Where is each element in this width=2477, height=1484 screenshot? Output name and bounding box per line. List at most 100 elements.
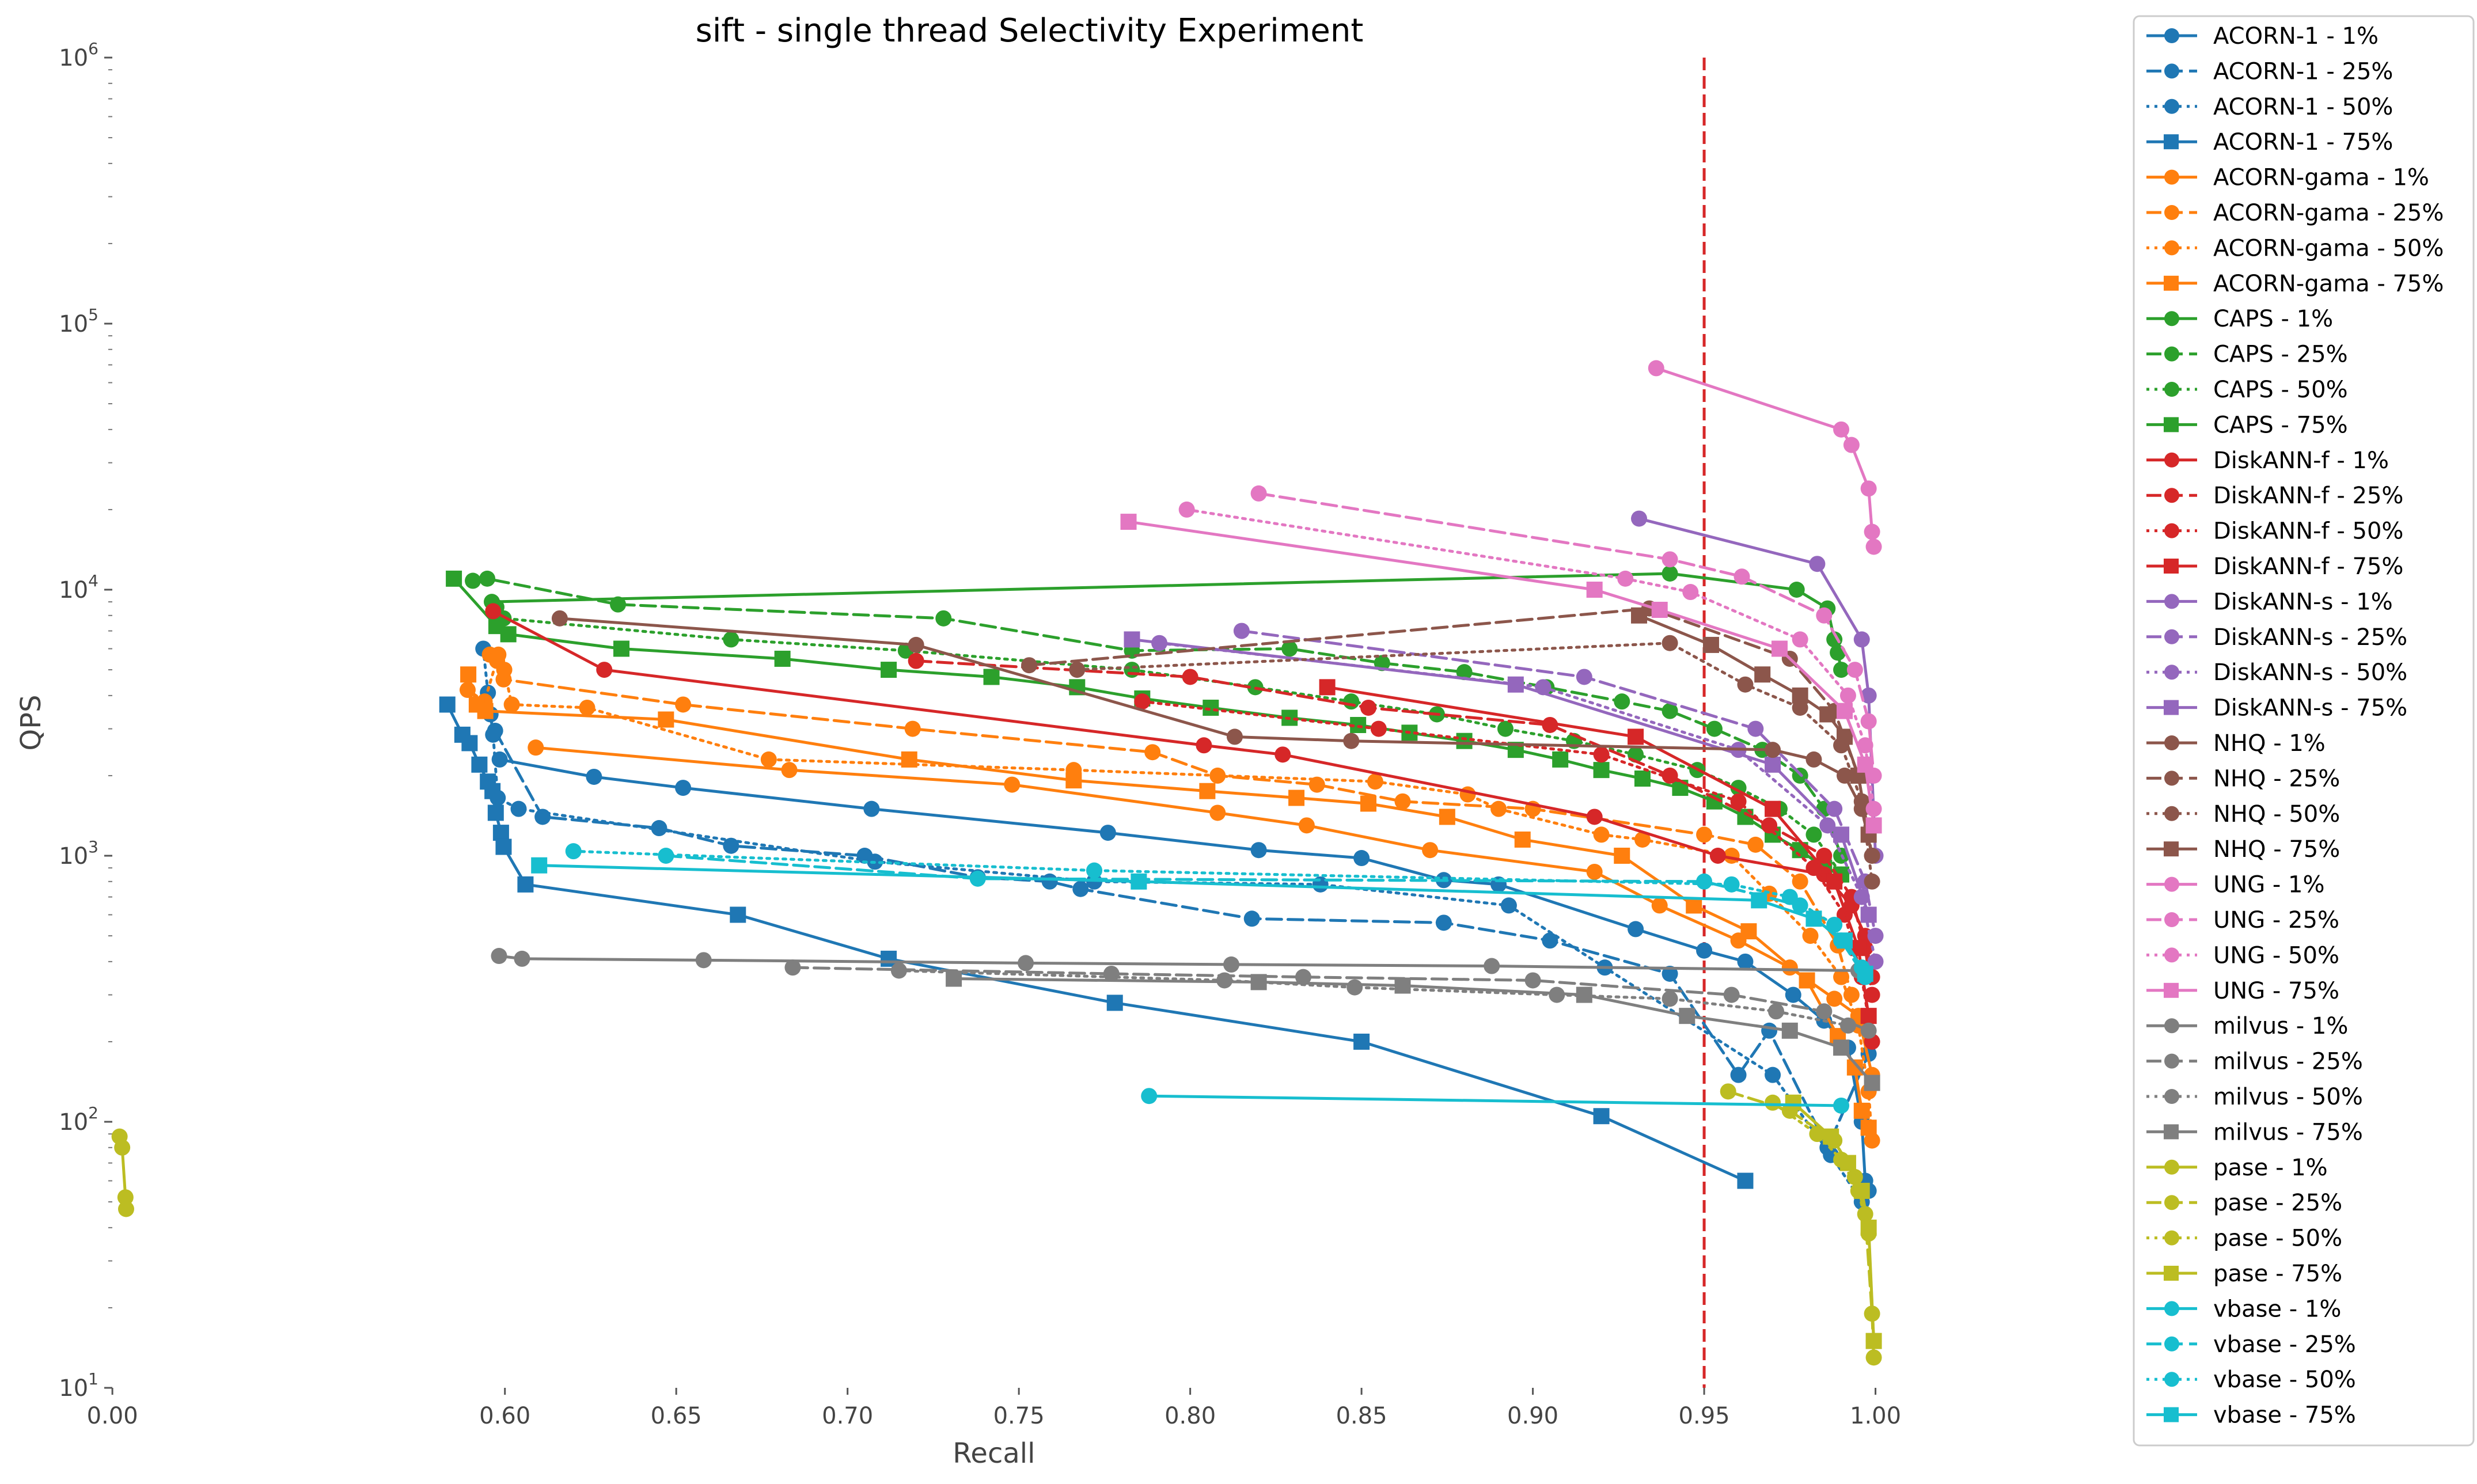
data-point [1319,679,1336,696]
data-point [471,756,488,773]
legend-label: ACORN-gama - 25% [2213,200,2444,226]
legend-item: DiskANN-s - 50% [2146,659,2407,686]
data-point [117,1201,134,1217]
data-point [1833,1039,1850,1056]
legend-item: ACORN-gama - 1% [2146,165,2429,191]
data-point [908,652,924,669]
data-point [1682,584,1699,601]
data-point [1662,990,1678,1007]
legend-marker [2164,700,2179,715]
data-point [1648,360,1664,377]
data-point [586,768,602,785]
data-point [1853,1182,1870,1199]
series-line [1147,1094,1843,1107]
legend-item: ACORN-1 - 25% [2146,58,2393,85]
series-acorn-gama-25 [481,646,1860,1003]
data-point [1353,1033,1370,1050]
data-point [1106,995,1123,1011]
data-point [1823,1128,1839,1145]
legend-label: UNG - 1% [2213,872,2325,898]
data-point [723,631,739,648]
series-acorn-1-75 [439,696,1754,1189]
data-point [1209,804,1226,821]
legend-item: UNG - 50% [2146,942,2339,969]
data-point [579,699,595,716]
legend-label: ACORN-1 - 50% [2213,94,2393,120]
data-point [723,837,739,854]
legend-item: CAPS - 25% [2146,341,2348,368]
legend-marker [2164,735,2179,750]
data-point [551,610,568,627]
data-point [1484,958,1500,974]
legend-label: DiskANN-f - 75% [2213,553,2403,580]
data-point [1651,601,1668,618]
data-point [1662,965,1678,982]
data-point [1819,706,1836,723]
legend-label: milvus - 25% [2213,1049,2363,1075]
data-point [1514,831,1531,848]
data-point [1497,720,1513,737]
legend-marker [2164,1266,2179,1281]
legend-item: pase - 1% [2146,1155,2328,1181]
legend-marker [2164,63,2179,79]
data-point [1860,687,1877,704]
series-nhq-75 [1631,607,1877,843]
data-point [1500,897,1517,914]
data-point [1134,693,1151,710]
legend-marker [2164,523,2179,538]
y-tick-label: 103 [59,837,98,870]
data-point [1737,676,1754,693]
data-point [1069,662,1086,678]
series-ung-75 [1120,514,1882,834]
legend-marker [2164,1301,2179,1316]
data-point [1131,873,1147,890]
data-point [1634,831,1651,848]
legend-label: DiskANN-f - 50% [2213,518,2403,545]
axes: 0.00 0.60 0.65 0.70 0.75 0.80 0.85 0.90 0.95 1.00… [59,39,1901,1429]
data-point [1833,1097,1850,1114]
data-point [1733,568,1750,585]
legend-item: vbase - 75% [2146,1402,2356,1429]
data-point [1353,850,1370,867]
data-point [675,780,692,796]
data-point [1860,1008,1877,1024]
data-point [117,1189,134,1206]
legend-label: DiskANN-s - 1% [2213,589,2393,615]
legend-label: ACORN-gama - 1% [2213,165,2429,191]
data-point [1250,485,1267,502]
data-point [1765,1094,1781,1111]
legend-marker [2164,806,2179,821]
data-point [1614,848,1630,864]
data-point [1761,817,1778,834]
legend-frame [2133,15,2475,1447]
data-point [1250,842,1267,859]
data-point [1843,437,1860,453]
data-point [1696,873,1713,890]
legend-item: NHQ - 25% [2146,765,2340,792]
data-point [658,711,674,728]
data-point [1826,873,1843,890]
data-point [1490,800,1507,817]
data-point [1524,972,1541,989]
data-point [1846,662,1863,678]
legend-item: vbase - 50% [2146,1367,2356,1393]
legend-item: UNG - 25% [2146,907,2339,933]
x-tick-label: 0.80 [1164,1403,1216,1429]
legend-marker [2164,205,2179,220]
data-point [1865,538,1882,555]
legend-marker [2164,1230,2179,1246]
x-tick-label: 0.60 [479,1403,530,1429]
data-point [890,962,907,979]
legend-marker [2164,982,2179,998]
legend-item: NHQ - 75% [2146,836,2340,863]
data-point [1631,510,1648,527]
legend-item: pase - 50% [2146,1225,2342,1252]
data-point [1343,732,1360,749]
series-line [1727,1090,1876,1359]
legend-item: ACORN-gama - 75% [2146,271,2444,297]
legend-item: pase - 75% [2146,1261,2342,1287]
data-point [1702,636,1719,653]
data-point [1867,953,1884,970]
x-tick-label: 1.00 [1850,1403,1901,1429]
